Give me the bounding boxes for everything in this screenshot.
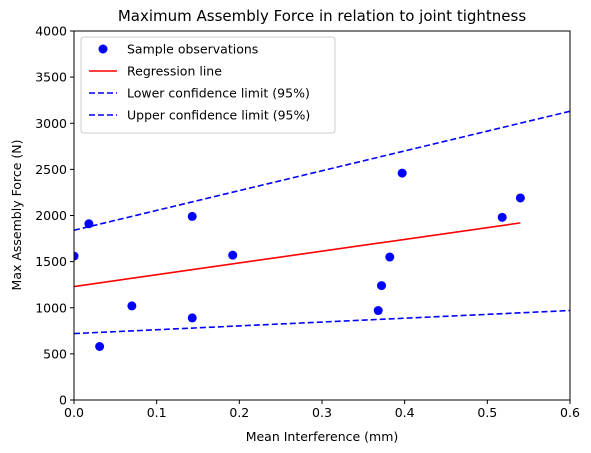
data-point (127, 301, 137, 311)
x-tick-label: 0.0 (64, 405, 84, 420)
data-point (95, 341, 105, 351)
data-point (187, 211, 197, 221)
x-tick-label: 0.1 (147, 405, 167, 420)
legend-label: Lower confidence limit (95%) (127, 86, 310, 101)
x-axis-label: Mean Interference (mm) (246, 429, 399, 444)
data-point (385, 252, 395, 262)
data-point (515, 193, 525, 203)
series-line-2 (74, 309, 570, 335)
data-point (373, 306, 383, 316)
x-tick-label: 0.3 (312, 405, 332, 420)
data-marks (74, 110, 570, 351)
axes: 0.0 0.1 0.2 0.3 0.4 0.5 0.6 0 500 1000 1500 2000 250… (35, 24, 580, 421)
data-point (228, 250, 238, 260)
y-tick-label: 3000 (35, 116, 67, 131)
legend-label: Regression line (127, 64, 222, 79)
y-tick-label: 500 (43, 346, 67, 361)
y-tick-label: 2500 (35, 162, 67, 177)
y-tick-label: 2000 (35, 208, 67, 223)
data-point (377, 281, 387, 291)
y-tick-label: 1500 (35, 254, 67, 269)
series-line-1 (74, 222, 521, 288)
legend-frame (80, 36, 336, 134)
legend-label: Upper confidence limit (95%) (127, 108, 310, 123)
data-point (397, 168, 407, 178)
x-tick-label: 0.4 (395, 405, 415, 420)
data-point (74, 251, 79, 261)
legend-label: Sample observations (127, 42, 258, 57)
y-tick-label: 1000 (35, 300, 67, 315)
series-line-3 (74, 110, 570, 232)
y-tick-label: 0 (59, 393, 67, 408)
legend: Sample observations Regression line Lower … (80, 36, 336, 134)
y-tick-label: 3500 (35, 70, 67, 85)
x-tick-label: 0.2 (229, 405, 249, 420)
y-axis-label: Max Assembly Force (N) (9, 140, 24, 291)
chart-title: Maximum Assembly Force in relation to jo… (118, 7, 526, 25)
data-point (497, 212, 507, 222)
data-point (84, 219, 94, 229)
x-tick-label: 0.5 (477, 405, 497, 420)
y-tick-label: 4000 (35, 24, 67, 39)
legend-marker (98, 44, 108, 54)
x-tick-label: 0.6 (560, 405, 580, 420)
data-point (187, 313, 197, 323)
